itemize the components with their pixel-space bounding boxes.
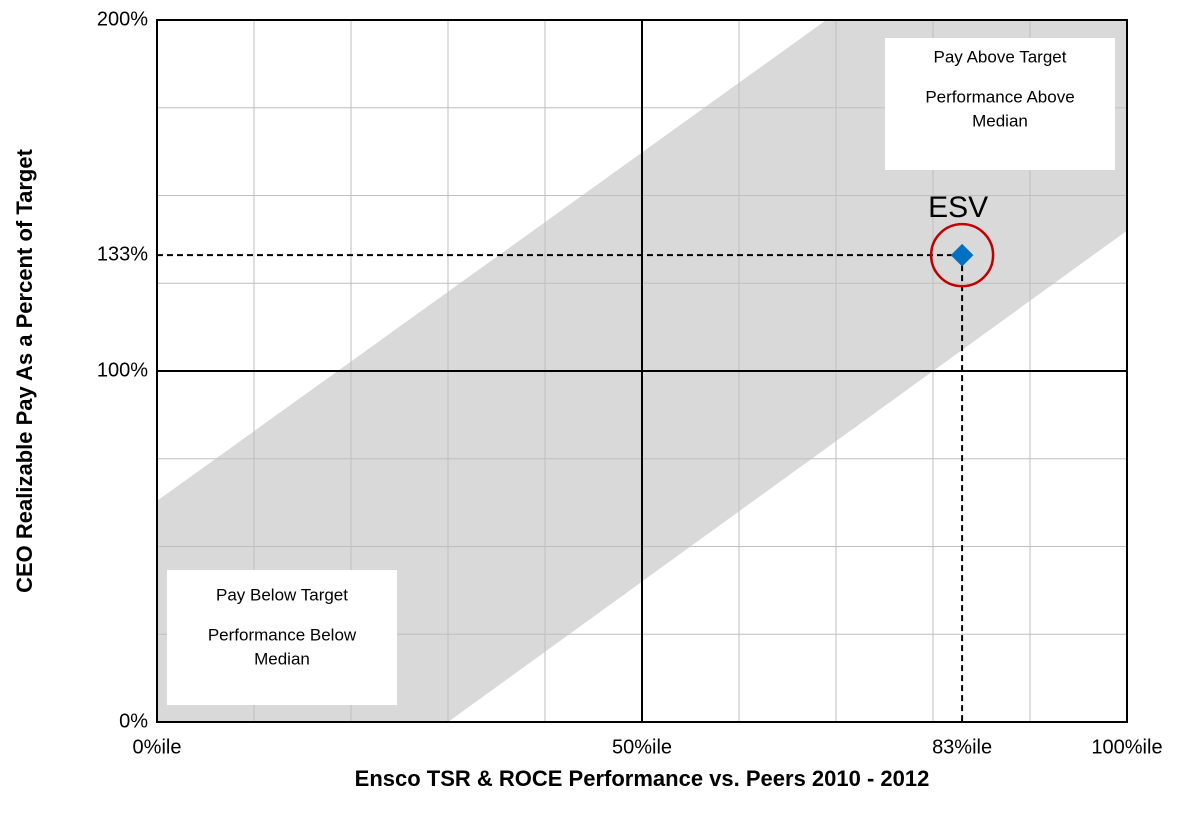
annotation-box: [167, 570, 397, 705]
plot-frame: [156, 19, 1128, 723]
x-axis-title: Ensco TSR & ROCE Performance vs. Peers 2…: [355, 766, 930, 791]
y-tick-label: 0%: [119, 710, 148, 732]
annotation-text: Pay Below Target: [216, 585, 348, 604]
y-tick-label: 100%: [97, 359, 148, 381]
y-axis-title: CEO Realizable Pay As a Percent of Targe…: [12, 148, 37, 592]
annotation-text: Pay Above Target: [934, 47, 1067, 66]
x-tick-label: 0%ile: [133, 736, 182, 758]
x-tick-label: 100%ile: [1091, 736, 1162, 758]
annotation-text: Performance Below: [208, 625, 357, 644]
highlight-circle: [929, 222, 995, 288]
y-tick-label: 200%: [97, 8, 148, 30]
annotation-text: Performance Above: [925, 87, 1074, 106]
annotation-box: [885, 38, 1115, 170]
x-tick-label: 83%ile: [932, 736, 992, 758]
x-tick-label: 50%ile: [612, 736, 672, 758]
y-tick-label: 133%: [97, 243, 148, 265]
annotation-text: Median: [254, 649, 310, 668]
annotation-text: Median: [972, 111, 1028, 130]
point-label: ESV: [928, 191, 988, 224]
